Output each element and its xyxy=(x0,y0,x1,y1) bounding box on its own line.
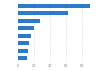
Bar xyxy=(18,26,34,30)
Bar xyxy=(18,41,29,45)
Bar xyxy=(18,56,27,60)
Bar xyxy=(18,48,28,53)
Bar xyxy=(18,19,40,23)
Bar xyxy=(18,4,90,8)
Bar xyxy=(18,11,68,15)
Bar xyxy=(18,34,31,38)
